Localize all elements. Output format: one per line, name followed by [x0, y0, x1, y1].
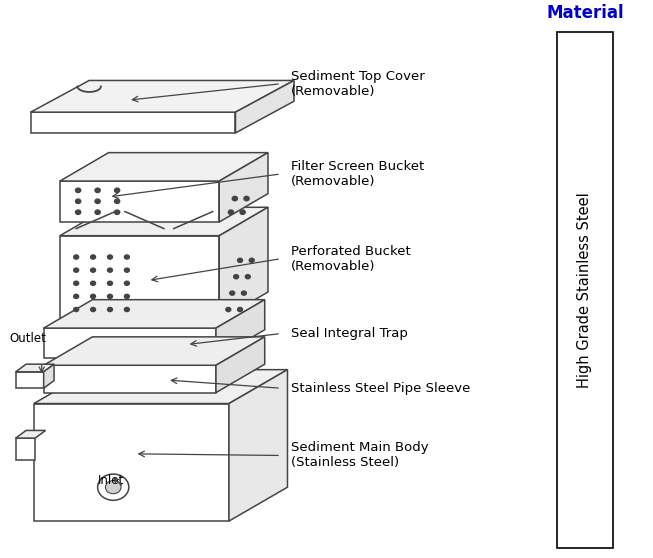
Circle shape	[74, 307, 78, 311]
Circle shape	[108, 281, 112, 285]
Bar	[557, 32, 613, 549]
Circle shape	[246, 275, 250, 279]
Polygon shape	[60, 207, 268, 235]
Circle shape	[125, 294, 129, 299]
Polygon shape	[60, 153, 268, 181]
Polygon shape	[31, 80, 294, 112]
Polygon shape	[16, 364, 54, 372]
Circle shape	[232, 196, 238, 201]
Bar	[60, 181, 219, 222]
Circle shape	[114, 188, 119, 193]
Text: Seal Integral Trap: Seal Integral Trap	[291, 327, 407, 340]
Circle shape	[240, 210, 246, 214]
Circle shape	[229, 210, 234, 214]
Bar	[31, 112, 236, 133]
Circle shape	[114, 199, 119, 204]
Polygon shape	[44, 300, 264, 328]
Circle shape	[238, 307, 242, 311]
Circle shape	[91, 307, 95, 311]
Circle shape	[95, 210, 100, 214]
Circle shape	[74, 255, 78, 259]
Circle shape	[76, 188, 81, 193]
Text: Sediment Main Body
(Stainless Steel): Sediment Main Body (Stainless Steel)	[291, 441, 428, 469]
Circle shape	[226, 307, 231, 311]
Circle shape	[114, 210, 119, 214]
Text: Stainless Steel Pipe Sleeve: Stainless Steel Pipe Sleeve	[291, 382, 470, 395]
Bar	[16, 438, 35, 460]
Circle shape	[230, 291, 234, 295]
Circle shape	[108, 255, 112, 259]
Polygon shape	[34, 369, 287, 403]
Bar	[44, 328, 216, 358]
Circle shape	[91, 294, 95, 299]
Circle shape	[249, 258, 254, 262]
Text: Material: Material	[546, 4, 624, 22]
Circle shape	[125, 255, 129, 259]
Circle shape	[244, 196, 249, 201]
Text: Outlet: Outlet	[9, 331, 46, 344]
Circle shape	[76, 210, 81, 214]
Polygon shape	[219, 207, 268, 320]
Text: Sediment Top Cover
(Removable): Sediment Top Cover (Removable)	[291, 70, 424, 98]
Circle shape	[242, 291, 246, 295]
Circle shape	[234, 275, 238, 279]
Polygon shape	[236, 80, 294, 133]
Circle shape	[125, 268, 129, 272]
Circle shape	[74, 281, 78, 285]
Text: Filter Screen Bucket
(Removable): Filter Screen Bucket (Removable)	[291, 160, 424, 188]
Polygon shape	[216, 300, 264, 358]
Bar	[16, 372, 44, 388]
Polygon shape	[216, 337, 264, 393]
Polygon shape	[44, 337, 264, 365]
Circle shape	[238, 258, 242, 262]
Bar	[60, 235, 219, 320]
Circle shape	[91, 281, 95, 285]
Polygon shape	[44, 364, 54, 388]
Circle shape	[108, 294, 112, 299]
Bar	[44, 365, 216, 393]
Circle shape	[95, 199, 100, 204]
Circle shape	[125, 281, 129, 285]
Text: Perforated Bucket
(Removable): Perforated Bucket (Removable)	[291, 244, 411, 273]
Circle shape	[105, 480, 121, 494]
Circle shape	[76, 199, 81, 204]
Text: Inlet: Inlet	[97, 474, 124, 487]
Text: High Grade Stainless Steel: High Grade Stainless Steel	[577, 193, 592, 388]
Circle shape	[74, 268, 78, 272]
Circle shape	[91, 255, 95, 259]
Circle shape	[108, 268, 112, 272]
Circle shape	[125, 307, 129, 311]
Bar	[34, 403, 229, 521]
Circle shape	[95, 188, 100, 193]
Circle shape	[108, 307, 112, 311]
Polygon shape	[16, 430, 46, 438]
Polygon shape	[229, 369, 287, 521]
Circle shape	[97, 474, 129, 501]
Circle shape	[91, 268, 95, 272]
Circle shape	[74, 294, 78, 299]
Polygon shape	[219, 153, 268, 222]
